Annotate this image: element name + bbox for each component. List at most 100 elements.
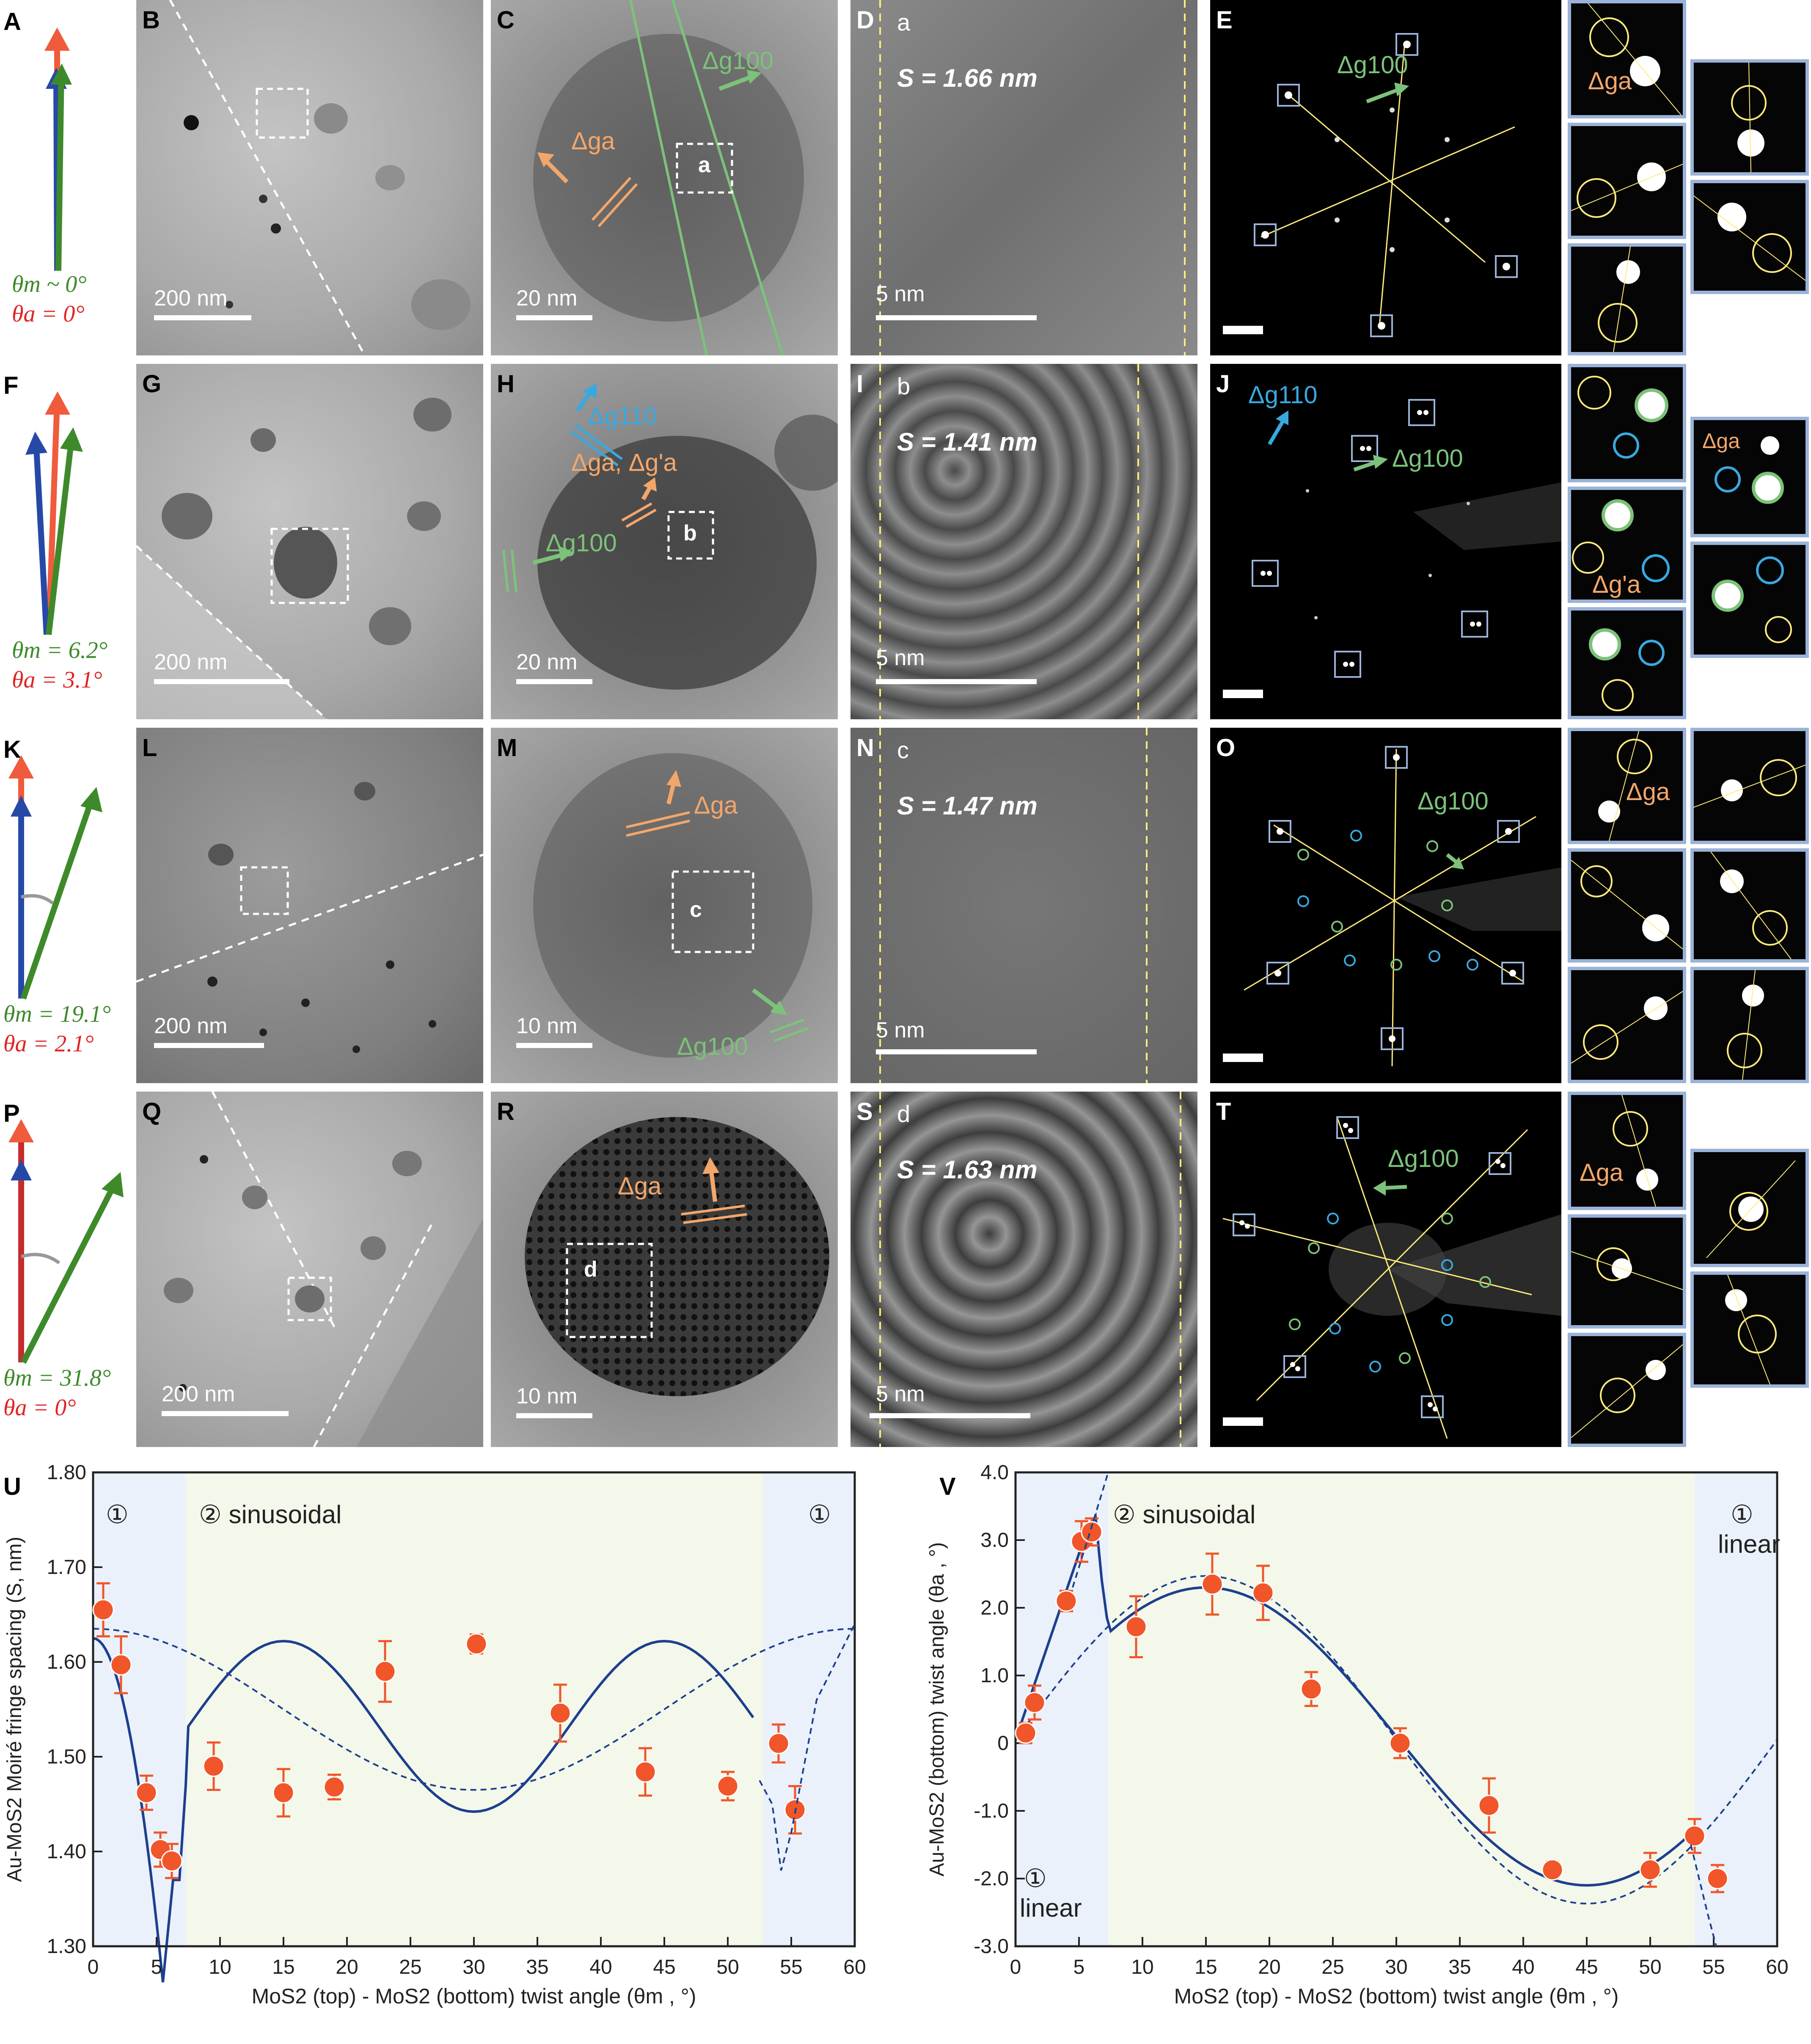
diffraction-pattern: J Δg110 Δg100 [1210, 364, 1561, 719]
x-tick-label: 15 [1194, 1956, 1217, 1978]
x-tick-label: 55 [1702, 1956, 1725, 1978]
x-tick-label: 25 [1321, 1956, 1344, 1978]
region-label: ① [808, 1500, 831, 1529]
spot-inset: Δga [1568, 728, 1686, 844]
theta-a-label: θa = 3.1° [12, 667, 102, 693]
moire-zoom-image: I b S = 1.41 nm 5 nm [850, 364, 1197, 719]
x-tick-label: 50 [716, 1956, 739, 1978]
scale-bar [154, 315, 251, 320]
scale-bar-label: 20 nm [516, 286, 578, 311]
model-curve-dashed [759, 1623, 856, 1871]
region-label: ② sinusoidal [1113, 1500, 1255, 1529]
scale-bar [1223, 1417, 1263, 1426]
scale-bar [516, 1043, 592, 1048]
scale-bar-label: 5 nm [876, 646, 925, 670]
tem-image-low-mag: G 200 nm [136, 364, 483, 719]
annotation-g100: Δg100 [1417, 787, 1489, 815]
fit-curve [1014, 1512, 1689, 1887]
scale-bar-label: 200 nm [154, 286, 228, 311]
x-tick-label: 50 [1639, 1956, 1661, 1978]
theta-a-label: θa = 2.1° [3, 1031, 94, 1057]
moire-zoom-image: S d S = 1.63 nm 5 nm [850, 1092, 1197, 1447]
y-tick-label: 1.40 [47, 1840, 86, 1863]
spot-inset [1690, 728, 1809, 844]
x-tick-label: 15 [272, 1956, 294, 1978]
scale-bar [516, 1413, 592, 1418]
annotation-g100: Δg100 [1337, 51, 1408, 79]
annotation-ga: Δga [571, 127, 615, 155]
tem-image-low-mag: Q 200 nm [136, 1092, 483, 1447]
x-tick-label: 30 [1385, 1956, 1407, 1978]
theta-a-label: θa = 0° [3, 1395, 76, 1421]
y-tick-label: 0 [997, 1732, 1009, 1755]
x-tick-label: 60 [1766, 1956, 1788, 1978]
region-letter: a [897, 9, 911, 36]
spot-inset [1568, 607, 1686, 719]
spot-inset: Δga [1568, 1092, 1686, 1210]
annotation-ga: Δga [1626, 778, 1670, 806]
box-label: a [698, 153, 710, 177]
x-tick-label: 20 [1258, 1956, 1280, 1978]
data-point [1684, 1825, 1706, 1847]
hrtem-image: R Δga d 10 nm [491, 1092, 838, 1447]
box-label: c [690, 897, 702, 922]
box-label: b [683, 521, 697, 545]
data-point [1389, 1732, 1411, 1754]
x-axis-label: MoS2 (top) - MoS2 (bottom) twist angle (… [1174, 1984, 1619, 2008]
data-point [634, 1761, 656, 1783]
scale-bar [516, 315, 592, 320]
data-point [1125, 1616, 1147, 1638]
data-point [717, 1775, 739, 1797]
region-letter: c [897, 737, 909, 763]
twist-arrows-icon [25, 391, 83, 635]
spot-inset [1690, 59, 1809, 176]
spot-inset [1690, 848, 1809, 963]
spot-inset: Δg'a [1568, 487, 1686, 603]
model-curve-dashed [93, 1628, 855, 1791]
region-label: ② sinusoidal [199, 1500, 341, 1529]
fringe-spacing-value: S = 1.63 nm [897, 1155, 1038, 1184]
spot-inset [1690, 542, 1809, 658]
x-tick-label: 10 [209, 1956, 231, 1978]
panel-label: D [856, 6, 874, 34]
data-point [323, 1776, 345, 1798]
data-point [1478, 1794, 1500, 1816]
panel-label: M [497, 734, 517, 762]
spot-inset [1690, 1149, 1809, 1267]
spot-inset [1690, 1271, 1809, 1388]
panel-label: B [142, 6, 160, 34]
scale-bar [162, 1411, 289, 1416]
annotation-g100: Δg100 [1392, 445, 1463, 472]
region-2-background [1108, 1472, 1695, 1946]
data-point [1201, 1573, 1223, 1595]
scale-bar [154, 679, 289, 684]
y-tick-label: 1.50 [47, 1746, 86, 1768]
scale-bar-label: 5 nm [876, 1018, 925, 1043]
panel-label: Q [142, 1098, 162, 1125]
annotation-ga2: Δg'a [1592, 571, 1641, 598]
spot-inset [1690, 967, 1809, 1083]
scale-bar [516, 679, 592, 684]
scale-bar [876, 679, 1037, 684]
region-label: ① [1731, 1500, 1753, 1529]
annotation-g110: Δg110 [588, 402, 658, 430]
hrtem-image: C Δg100 Δga a 20 nm [491, 0, 838, 355]
panel-label-V: V [939, 1473, 956, 1500]
hrtem-image: M Δga Δg100 c 10 nm [491, 728, 838, 1083]
spot-inset [1568, 1333, 1686, 1447]
x-tick-label: 45 [653, 1956, 675, 1978]
scale-bar [876, 1049, 1037, 1054]
fit-curve [93, 1637, 754, 1983]
x-tick-label: 5 [151, 1956, 162, 1978]
data-point [549, 1702, 571, 1724]
y-axis-label: Au-MoS2 (bottom) twist angle (θa , °) [926, 1542, 948, 1876]
fringe-spacing-value: S = 1.47 nm [897, 792, 1038, 820]
y-tick-label: 4.0 [980, 1461, 1009, 1484]
scale-bar [870, 1413, 1030, 1418]
panel-label: S [856, 1098, 873, 1125]
panel-label: I [856, 370, 864, 398]
data-point [92, 1599, 114, 1621]
x-tick-label: 10 [1131, 1956, 1153, 1978]
data-point [203, 1755, 225, 1777]
panel-label: L [142, 734, 157, 762]
